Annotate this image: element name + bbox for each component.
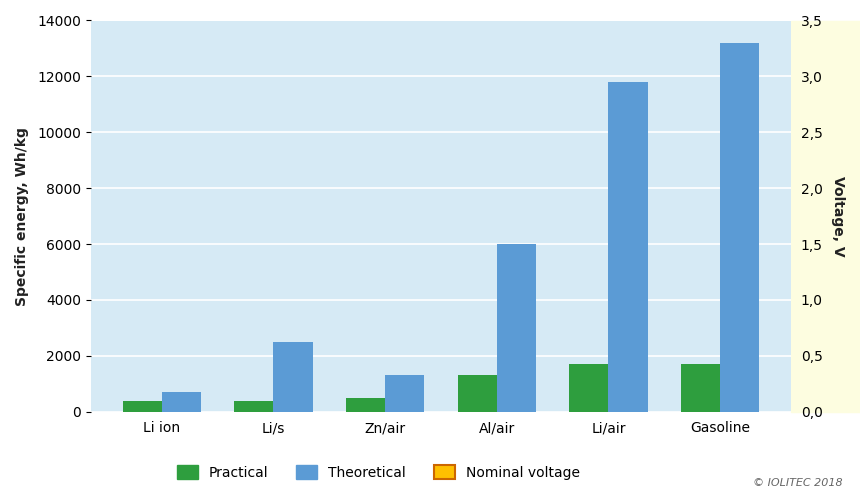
Point [378,223,392,231]
Point [602,77,616,85]
Legend: Practical, Theoretical, Nominal voltage: Practical, Theoretical, Nominal voltage [171,460,586,486]
Bar [123,400,162,412]
Bar [273,342,312,412]
Bar [497,244,536,412]
Y-axis label: Voltage, V: Voltage, V [831,176,845,256]
Point [490,274,504,282]
Bar [569,364,609,412]
Point [267,128,280,136]
Bar [235,400,273,412]
Bar [346,398,385,412]
Bar [681,364,720,412]
Text: © IOLITEC 2018: © IOLITEC 2018 [753,478,843,488]
Bar [458,375,497,412]
Point [155,39,169,47]
Bar [609,82,648,412]
Bar [385,375,424,412]
Bar [720,43,759,412]
Y-axis label: Specific energy, Wh/kg: Specific energy, Wh/kg [15,127,29,305]
Bar [162,392,201,412]
